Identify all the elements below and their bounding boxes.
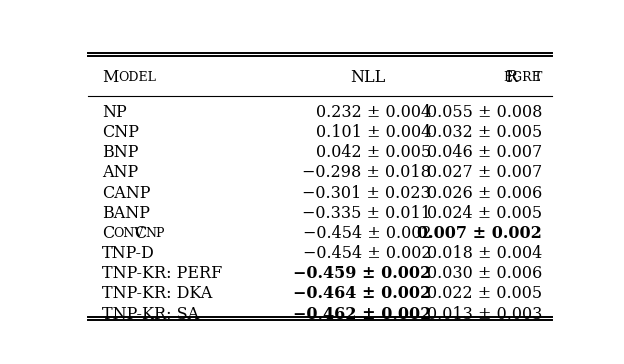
Text: 0.018 ± 0.004: 0.018 ± 0.004	[427, 245, 542, 262]
Text: EGRE: EGRE	[503, 71, 541, 84]
Text: 0.030 ± 0.006: 0.030 ± 0.006	[427, 265, 542, 282]
Text: NLL: NLL	[351, 69, 386, 86]
Text: 0.032 ± 0.005: 0.032 ± 0.005	[427, 124, 542, 141]
Text: −0.462 ± 0.002: −0.462 ± 0.002	[293, 306, 431, 323]
Text: TNP-D: TNP-D	[102, 245, 155, 262]
Text: −0.454 ± 0.002: −0.454 ± 0.002	[303, 225, 431, 242]
Text: BNP: BNP	[102, 144, 139, 161]
Text: C: C	[102, 225, 114, 242]
Text: 0.042 ± 0.005: 0.042 ± 0.005	[316, 144, 431, 161]
Text: −0.298 ± 0.018: −0.298 ± 0.018	[302, 165, 431, 181]
Text: CANP: CANP	[102, 185, 150, 202]
Text: −0.454 ± 0.002: −0.454 ± 0.002	[303, 245, 431, 262]
Text: T: T	[534, 71, 542, 84]
Text: −0.459 ± 0.002: −0.459 ± 0.002	[293, 265, 431, 282]
Text: 0.101 ± 0.004: 0.101 ± 0.004	[316, 124, 431, 141]
Text: TNP-KR: SA: TNP-KR: SA	[102, 306, 199, 323]
Text: −0.335 ± 0.011: −0.335 ± 0.011	[302, 205, 431, 222]
Text: ODEL: ODEL	[118, 71, 156, 84]
Text: NP: NP	[145, 227, 165, 240]
Text: C: C	[135, 225, 147, 242]
Text: −0.464 ± 0.002: −0.464 ± 0.002	[293, 285, 431, 302]
Text: CNP: CNP	[102, 124, 139, 141]
Text: 0.046 ± 0.007: 0.046 ± 0.007	[427, 144, 542, 161]
Text: 0.013 ± 0.003: 0.013 ± 0.003	[427, 306, 542, 323]
Text: M: M	[102, 69, 119, 86]
Text: 0.232 ± 0.004: 0.232 ± 0.004	[316, 104, 431, 121]
Text: TNP-KR: PERF: TNP-KR: PERF	[102, 265, 222, 282]
Text: −0.301 ± 0.023: −0.301 ± 0.023	[302, 185, 431, 202]
Text: BANP: BANP	[102, 205, 150, 222]
Text: TNP-KR: DKA: TNP-KR: DKA	[102, 285, 212, 302]
Text: 0.024 ± 0.005: 0.024 ± 0.005	[427, 205, 542, 222]
Text: 0.007 ± 0.002: 0.007 ± 0.002	[417, 225, 542, 242]
Text: 0.022 ± 0.005: 0.022 ± 0.005	[427, 285, 542, 302]
Text: 0.055 ± 0.008: 0.055 ± 0.008	[427, 104, 542, 121]
Text: ANP: ANP	[102, 165, 139, 181]
Text: ONV: ONV	[113, 227, 143, 240]
Text: NP: NP	[102, 104, 127, 121]
Text: 0.026 ± 0.006: 0.026 ± 0.006	[427, 185, 542, 202]
Text: 0.027 ± 0.007: 0.027 ± 0.007	[427, 165, 542, 181]
Text: R: R	[505, 69, 517, 86]
